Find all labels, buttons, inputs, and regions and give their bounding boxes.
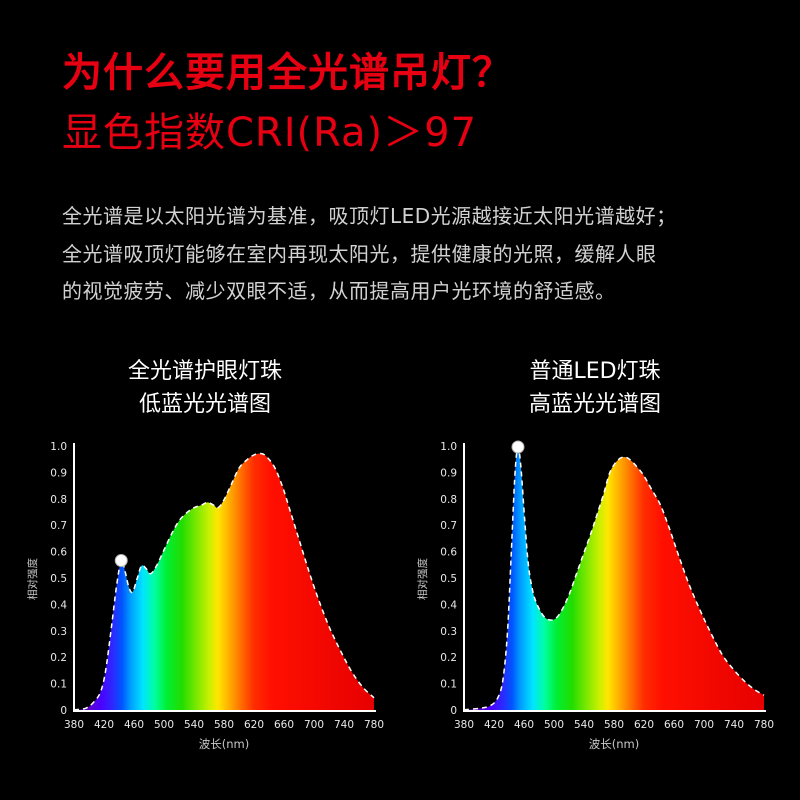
svg-text:0.7: 0.7 bbox=[440, 520, 457, 532]
svg-text:0.4: 0.4 bbox=[50, 599, 67, 611]
page-subtitle: 显色指数CRI(Ra)＞97 bbox=[62, 110, 478, 156]
svg-text:420: 420 bbox=[94, 719, 114, 731]
svg-text:460: 460 bbox=[124, 719, 144, 731]
spectrum-chart-fullspectrum: 0 0.1 0.2 0.3 0.4 0.5 0.6 0.7 0.8 0.9 1.0 380 420 460… bbox=[26, 441, 384, 751]
svg-text:780: 780 bbox=[754, 719, 774, 731]
chart-title-ordinary-led-line2: 高蓝光光谱图 bbox=[528, 391, 661, 417]
svg-text:500: 500 bbox=[154, 719, 174, 731]
spectrum-chart-ordinary-led: 0 0.1 0.2 0.3 0.4 0.5 0.6 0.7 0.8 0.9 1.0 380 420 460… bbox=[416, 440, 774, 751]
svg-text:0.5: 0.5 bbox=[50, 573, 67, 585]
svg-text:660: 660 bbox=[664, 719, 684, 731]
svg-text:0: 0 bbox=[60, 705, 67, 717]
svg-text:540: 540 bbox=[574, 719, 594, 731]
description-line-3: 的视觉疲劳、减少双眼不适，从而提高用户光环境的舒适感。 bbox=[62, 279, 616, 304]
svg-text:0.6: 0.6 bbox=[50, 546, 67, 558]
svg-text:0.8: 0.8 bbox=[50, 494, 67, 506]
svg-text:540: 540 bbox=[184, 719, 204, 731]
svg-text:580: 580 bbox=[604, 719, 624, 731]
svg-text:0: 0 bbox=[450, 705, 457, 717]
svg-text:0.2: 0.2 bbox=[50, 652, 67, 664]
svg-text:0.1: 0.1 bbox=[50, 678, 67, 690]
description-line-2: 全光谱吸顶灯能够在室内再现太阳光，提供健康的光照，缓解人眼 bbox=[62, 241, 657, 266]
svg-text:420: 420 bbox=[484, 719, 504, 731]
page-title: 为什么要用全光谱吊灯？ bbox=[62, 50, 513, 96]
chart-title-fullspectrum-line2: 低蓝光光谱图 bbox=[138, 391, 271, 417]
svg-text:740: 740 bbox=[334, 719, 354, 731]
chart-title-ordinary-led-line1: 普通LED灯珠 bbox=[529, 358, 661, 384]
page: 为什么要用全光谱吊灯？ 显色指数CRI(Ra)＞97 全光谱是以太阳光谱为基准，… bbox=[0, 0, 800, 757]
svg-text:1.0: 1.0 bbox=[440, 441, 457, 453]
chart-title-fullspectrum-line1: 全光谱护眼灯珠 bbox=[127, 358, 282, 384]
svg-text:620: 620 bbox=[244, 719, 264, 731]
chart-title-fullspectrum: 全光谱护眼灯珠 低蓝光光谱图 bbox=[24, 355, 386, 421]
svg-text:0.6: 0.6 bbox=[440, 546, 457, 558]
svg-text:0.4: 0.4 bbox=[440, 599, 457, 611]
svg-text:波长(nm): 波长(nm) bbox=[199, 737, 249, 751]
svg-text:0.5: 0.5 bbox=[440, 573, 457, 585]
svg-text:500: 500 bbox=[544, 719, 564, 731]
svg-text:0.7: 0.7 bbox=[50, 520, 67, 532]
svg-text:740: 740 bbox=[724, 719, 744, 731]
svg-text:580: 580 bbox=[214, 719, 234, 731]
svg-text:0.3: 0.3 bbox=[440, 626, 457, 638]
svg-text:0.8: 0.8 bbox=[440, 494, 457, 506]
svg-text:相对强度: 相对强度 bbox=[416, 557, 429, 599]
chart-block-fullspectrum: 全光谱护眼灯珠 低蓝光光谱图 0 0.1 0.2 0.3 0.4 0.5 0.6 0.7 0.8… bbox=[24, 355, 386, 757]
svg-text:相对强度: 相对强度 bbox=[26, 557, 39, 599]
chart-block-ordinary-led: 普通LED灯珠 高蓝光光谱图 0 0.1 0.2 0.3 0.4 0.5 0.6 0.7 0.8… bbox=[414, 355, 776, 757]
chart-title-ordinary-led: 普通LED灯珠 高蓝光光谱图 bbox=[414, 355, 776, 421]
svg-text:700: 700 bbox=[694, 719, 714, 731]
svg-text:0.2: 0.2 bbox=[440, 652, 457, 664]
svg-text:620: 620 bbox=[634, 719, 654, 731]
charts-row: 全光谱护眼灯珠 低蓝光光谱图 0 0.1 0.2 0.3 0.4 0.5 0.6 0.7 0.8… bbox=[0, 355, 800, 757]
svg-text:0.3: 0.3 bbox=[50, 626, 67, 638]
svg-text:0.1: 0.1 bbox=[440, 678, 457, 690]
svg-text:1.0: 1.0 bbox=[50, 441, 67, 453]
svg-text:700: 700 bbox=[304, 719, 324, 731]
svg-text:波长(nm): 波长(nm) bbox=[589, 737, 639, 751]
svg-text:780: 780 bbox=[364, 719, 384, 731]
svg-text:660: 660 bbox=[274, 719, 294, 731]
svg-text:380: 380 bbox=[64, 719, 84, 731]
svg-text:460: 460 bbox=[514, 719, 534, 731]
description-text: 全光谱是以太阳光谱为基准，吸顶灯LED光源越接近太阳光谱越好； 全光谱吸顶灯能够… bbox=[62, 198, 738, 311]
svg-text:380: 380 bbox=[454, 719, 474, 731]
description-line-1: 全光谱是以太阳光谱为基准，吸顶灯LED光源越接近太阳光谱越好； bbox=[62, 204, 677, 228]
text-block: 为什么要用全光谱吊灯？ 显色指数CRI(Ra)＞97 全光谱是以太阳光谱为基准，… bbox=[0, 0, 800, 311]
svg-text:0.9: 0.9 bbox=[440, 467, 457, 479]
svg-text:0.9: 0.9 bbox=[50, 467, 67, 479]
